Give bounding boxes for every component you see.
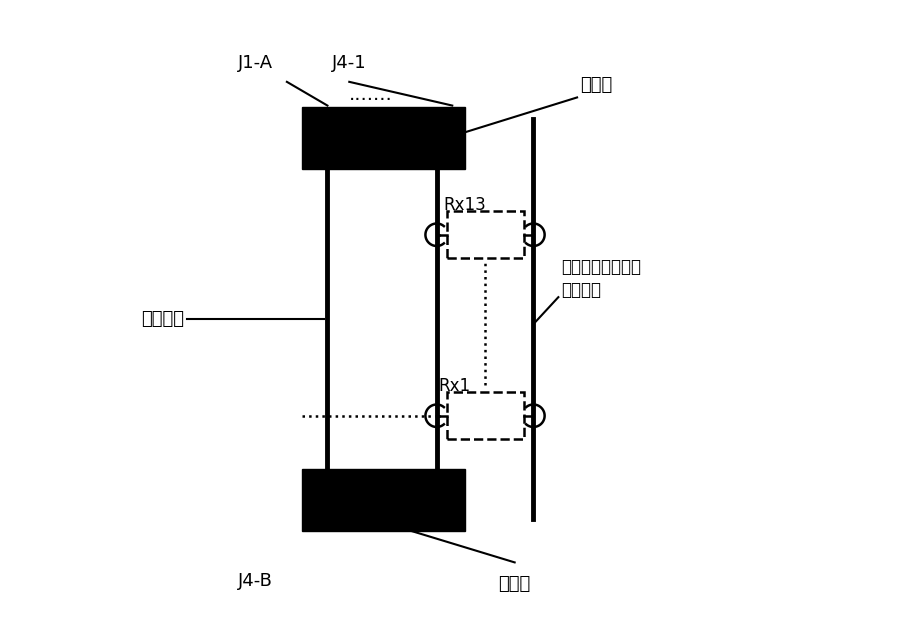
- Bar: [447, 392, 524, 440]
- Text: J1-A: J1-A: [238, 54, 273, 73]
- Text: 连接线束: 连接线束: [141, 310, 184, 328]
- Bar: [303, 107, 465, 169]
- Bar: [447, 211, 524, 258]
- Text: Rx1: Rx1: [438, 377, 470, 395]
- Bar: [303, 469, 465, 531]
- Text: J4-1: J4-1: [332, 54, 367, 73]
- Text: Rx13: Rx13: [443, 196, 486, 214]
- Text: .......: .......: [349, 85, 393, 104]
- Text: 高压线束金属外壳
或屏蔽层: 高压线束金属外壳 或屏蔽层: [561, 258, 642, 299]
- Text: J4-B: J4-B: [238, 572, 273, 590]
- Text: 接插件: 接插件: [499, 575, 531, 593]
- Text: 接插件: 接插件: [580, 76, 613, 94]
